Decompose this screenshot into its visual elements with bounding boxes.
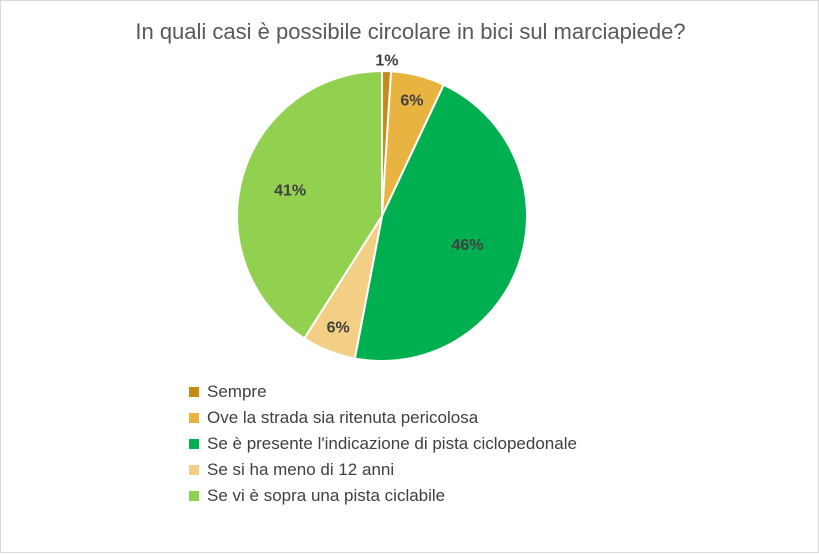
- data-label-3: 6%: [327, 320, 350, 337]
- data-label-2: 46%: [451, 237, 483, 254]
- legend-item-0: Sempre: [189, 379, 577, 405]
- legend-label: Ove la strada sia ritenuta pericolosa: [207, 408, 479, 427]
- legend-item-4: Se vi è sopra una pista ciclabile: [189, 483, 577, 509]
- legend-swatch: [189, 387, 199, 397]
- legend-label: Se si ha meno di 12 anni: [207, 460, 395, 479]
- pie-slice-4: [236, 69, 383, 340]
- legend-item-1: Ove la strada sia ritenuta pericolosa: [189, 405, 577, 431]
- data-label-1: 6%: [400, 92, 423, 109]
- legend-swatch: [189, 491, 199, 501]
- legend-swatch: [189, 439, 199, 449]
- data-label-4: 41%: [274, 182, 306, 199]
- chart-title: In quali casi è possibile circolare in b…: [135, 19, 686, 44]
- legend-swatch: [189, 413, 199, 423]
- legend-label: Se vi è sopra una pista ciclabile: [207, 486, 446, 505]
- legend-label: Se è presente l'indicazione di pista cic…: [207, 434, 577, 453]
- legend: Sempre Ove la strada sia ritenuta pericol…: [189, 379, 577, 509]
- pie-slice-2: [353, 83, 528, 362]
- legend-item-2: Se è presente l'indicazione di pista cic…: [189, 431, 577, 457]
- legend-swatch: [189, 465, 199, 475]
- legend-item-3: Se si ha meno di 12 anni: [189, 457, 577, 483]
- data-label-0: 1%: [375, 53, 398, 70]
- legend-label: Sempre: [207, 382, 267, 401]
